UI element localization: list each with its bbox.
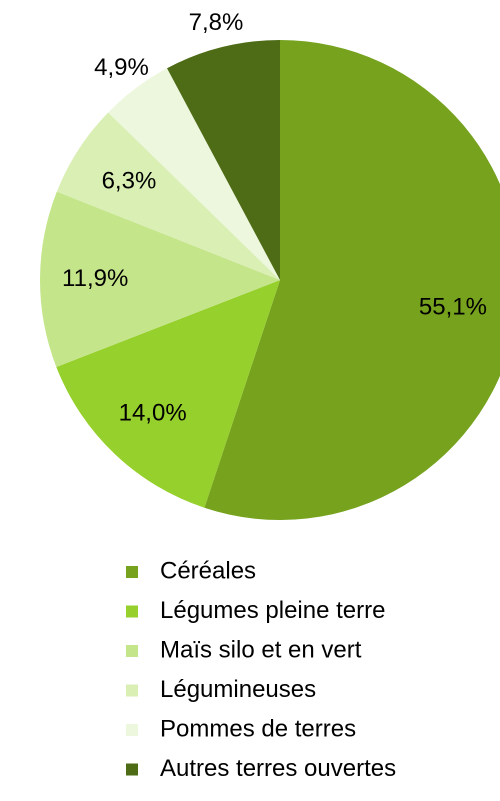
pie-slice <box>56 112 281 280</box>
pie-slice <box>56 280 280 508</box>
legend-label: Légumineuses <box>160 676 316 703</box>
legend-label: Pommes de terres <box>160 715 356 742</box>
legend-label: Maïs silo et en vert <box>160 636 362 663</box>
legend-swatch <box>126 605 138 618</box>
pie-slice <box>108 68 280 280</box>
legend-swatch <box>126 566 138 578</box>
data-label: 4,9% <box>94 54 149 81</box>
pie-slice <box>167 40 280 280</box>
legend-label: Légumes pleine terre <box>160 597 385 624</box>
data-label: 6,3% <box>102 167 157 194</box>
legend-label: Autres terres ouvertes <box>160 755 396 782</box>
data-label: 7,8% <box>189 9 244 36</box>
pie-slice <box>40 191 281 367</box>
legend-swatch <box>126 645 138 657</box>
legend-swatch <box>126 684 138 697</box>
data-label: 14,0% <box>119 399 187 426</box>
data-label: 55,1% <box>419 293 487 320</box>
legend-swatch <box>126 724 138 736</box>
data-label: 11,9% <box>62 265 128 292</box>
legend-swatch <box>126 763 138 776</box>
legend-label: Céréales <box>160 557 256 584</box>
pie-slice <box>204 40 500 520</box>
